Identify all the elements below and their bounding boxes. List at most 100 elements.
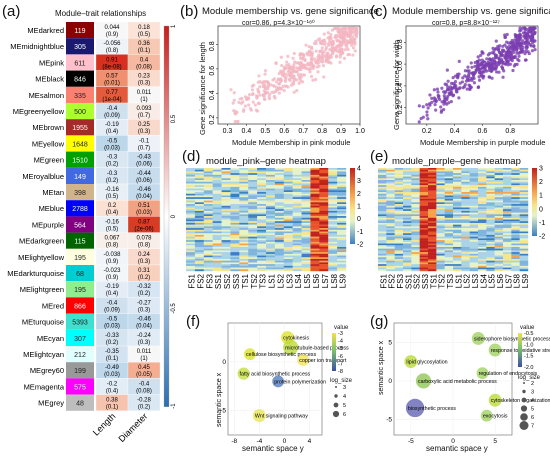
p-value: (0.03)	[104, 145, 120, 151]
heatmap-cell	[486, 176, 495, 179]
heatmap-cell	[444, 210, 454, 213]
go-term-label: fatty acid biosynthetic process	[240, 372, 311, 378]
scatter-point	[355, 26, 359, 31]
heatmap-cell	[461, 236, 470, 239]
heatmap-cell	[203, 186, 213, 189]
heatmap-cell	[194, 257, 204, 260]
heatmap-cell	[292, 200, 302, 203]
heatmap-cell	[203, 234, 213, 237]
scatter-point	[494, 39, 498, 43]
heatmap-cell	[257, 245, 267, 248]
go-term-label: biosynthetic process	[408, 406, 456, 412]
heatmap-cell	[469, 180, 479, 182]
heatmap-cell	[461, 171, 470, 174]
p-value: (0.2)	[138, 405, 150, 411]
heatmap-cell	[301, 238, 311, 241]
heatmap-cell	[494, 229, 504, 232]
heatmap-cell	[257, 195, 267, 198]
size-legend-tick: 2	[531, 381, 534, 387]
heatmap-cell	[248, 171, 258, 174]
colorbar-tick: 1	[171, 24, 177, 28]
panel-c-label: (c)	[370, 3, 388, 20]
heatmap-cell	[511, 228, 520, 230]
heatmap-cell	[337, 202, 347, 205]
heatmap-cell	[212, 212, 222, 215]
heatmap-cell	[478, 248, 487, 251]
heatmap-cell	[494, 264, 504, 267]
heatmap-cell	[230, 205, 240, 208]
heatmap-cell	[411, 238, 420, 241]
p-value: (0.3)	[138, 307, 150, 313]
heatmap-cell	[403, 174, 412, 177]
heatmap-cell	[461, 238, 470, 241]
heatmap-cell	[511, 181, 520, 184]
colorbar-tick: -0.5	[171, 303, 177, 314]
correlation-value: 0.91	[106, 57, 118, 63]
scatter-point	[335, 49, 339, 53]
scatter-point	[490, 61, 494, 65]
panel-a-label: (a)	[2, 3, 21, 20]
heatmap-cell	[461, 168, 470, 170]
heatmap-cell	[248, 202, 258, 205]
heatmap-cell	[283, 195, 293, 198]
scatter-point	[268, 92, 272, 96]
heatmap-cell	[428, 224, 437, 227]
heatmap-cell	[230, 171, 240, 174]
heatmap-cell	[274, 255, 284, 258]
y-tick-label: 0.4	[209, 90, 216, 100]
heatmap-cell	[230, 204, 240, 206]
heatmap-cell	[310, 185, 320, 188]
heatmap-cell	[494, 188, 504, 191]
heatmap-cell	[503, 183, 512, 186]
heatmap-cell	[486, 186, 495, 189]
heatmap-cell	[248, 192, 258, 194]
heatmap-cell	[478, 204, 487, 206]
scatter-point	[326, 31, 330, 35]
heatmap-cell	[274, 238, 284, 241]
heatmap-cell	[230, 234, 240, 237]
module-size-label: 195	[74, 287, 86, 294]
correlation-value: 0.25	[138, 122, 150, 128]
go-term-bubble	[283, 339, 299, 355]
heatmap-cell	[328, 212, 338, 215]
heatmap-cell	[283, 269, 293, 272]
module-color-swatch	[66, 265, 94, 282]
heatmap-cell	[486, 192, 495, 194]
heatmap-cell	[503, 250, 512, 253]
heatmap-cell	[469, 181, 479, 184]
heatmap-cell	[203, 240, 213, 243]
module-color-swatch	[66, 38, 94, 55]
heatmap-cell	[503, 252, 512, 255]
heatmap-cell	[212, 221, 222, 224]
scatter-point	[263, 72, 267, 76]
heatmap-cell	[266, 190, 276, 193]
heatmap-cell	[283, 243, 293, 246]
heatmap-cell	[444, 228, 454, 230]
heatmap-cell	[328, 216, 338, 218]
heatmap-cell	[519, 214, 529, 217]
heatmap-cell	[519, 253, 529, 256]
heatmap-cell	[486, 245, 495, 248]
heatmap-cell	[453, 207, 462, 210]
heatmap-cell	[319, 269, 329, 272]
heatmap-cell	[310, 265, 320, 268]
heatmap-cell	[319, 253, 329, 256]
heatmap-cell	[274, 193, 284, 196]
heatmap-cell	[428, 173, 437, 176]
heatmap-cell	[411, 217, 420, 220]
heatmap-cell	[478, 183, 487, 186]
heatmap-cell	[194, 238, 204, 241]
heatmap-cell	[266, 260, 276, 263]
heatmap-cell	[386, 192, 395, 194]
heatmap-cell	[494, 190, 504, 193]
heatmap-cell	[248, 222, 258, 225]
heatmap-cell	[469, 233, 479, 236]
heatmap-cell	[411, 252, 420, 255]
module-name-label: MEdarkred	[27, 26, 64, 35]
p-value: (0.2)	[106, 178, 118, 184]
heatmap-cell	[203, 204, 213, 206]
heatmap-cell	[266, 219, 276, 222]
heatmap-cell	[310, 248, 320, 251]
heatmap-cell	[230, 224, 240, 227]
heatmap-cell	[403, 183, 412, 186]
